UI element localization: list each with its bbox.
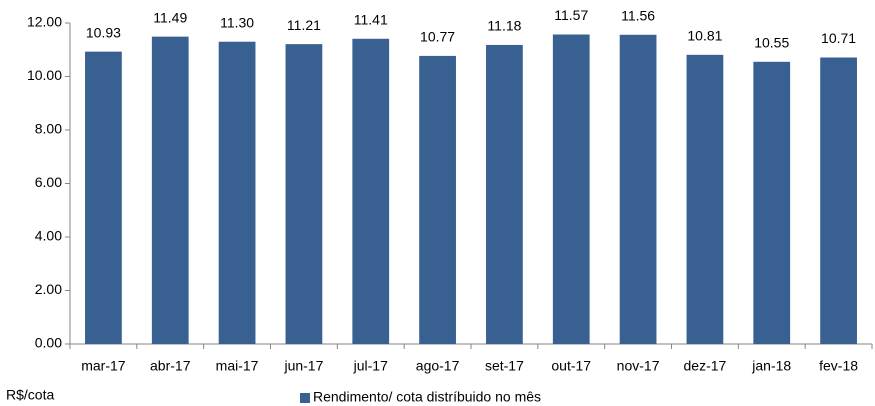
- bar: [419, 55, 456, 345]
- data-label: 10.71: [821, 30, 856, 46]
- x-tick-label: fev-18: [819, 358, 858, 374]
- data-label: 11.57: [554, 7, 588, 23]
- data-label: 10.93: [86, 24, 121, 40]
- bar: [151, 36, 189, 345]
- bar: [619, 34, 657, 345]
- x-tick-label: nov-17: [617, 358, 660, 374]
- bar: [285, 44, 323, 344]
- data-label: 11.56: [621, 7, 655, 23]
- bar: [85, 51, 122, 345]
- bar: [218, 41, 256, 344]
- y-axis-label: R$/cota: [6, 387, 54, 403]
- y-tick-label: 10.00: [27, 67, 62, 83]
- data-label: 10.81: [687, 28, 722, 44]
- bar: [552, 34, 590, 344]
- data-label: 11.41: [354, 11, 388, 27]
- x-tick-label: out-17: [551, 358, 591, 374]
- x-tick-label: jan-18: [751, 358, 791, 374]
- data-label: 10.55: [754, 34, 789, 50]
- bar: [686, 54, 724, 345]
- x-tick-label: abr-17: [150, 358, 191, 374]
- x-tick-label: mar-17: [81, 358, 126, 374]
- y-tick-label: 8.00: [35, 121, 62, 137]
- y-tick-label: 2.00: [35, 281, 62, 297]
- x-tick-label: jul-17: [353, 358, 388, 374]
- x-tick-label: ago-17: [416, 358, 460, 374]
- bar: [486, 44, 523, 345]
- data-label: 10.77: [420, 29, 455, 45]
- data-label: 11.30: [220, 14, 254, 30]
- bar: [820, 57, 857, 344]
- bar: [352, 38, 390, 344]
- x-tick-label: mai-17: [216, 358, 259, 374]
- x-tick-label: jun-17: [283, 358, 323, 374]
- data-label: 11.49: [153, 9, 187, 25]
- data-label: 11.21: [287, 17, 321, 33]
- x-tick-label: dez-17: [684, 358, 727, 374]
- legend-label: Rendimento/ cota distríbuido no mês: [313, 389, 541, 405]
- data-label: 11.18: [487, 18, 521, 34]
- y-tick-label: 4.00: [35, 228, 62, 244]
- bar: [753, 61, 791, 344]
- x-tick-label: set-17: [485, 358, 524, 374]
- y-tick-label: 6.00: [35, 174, 62, 190]
- legend-swatch: [300, 393, 310, 403]
- y-tick-label: 12.00: [27, 14, 62, 30]
- y-tick-label: 0.00: [35, 335, 62, 351]
